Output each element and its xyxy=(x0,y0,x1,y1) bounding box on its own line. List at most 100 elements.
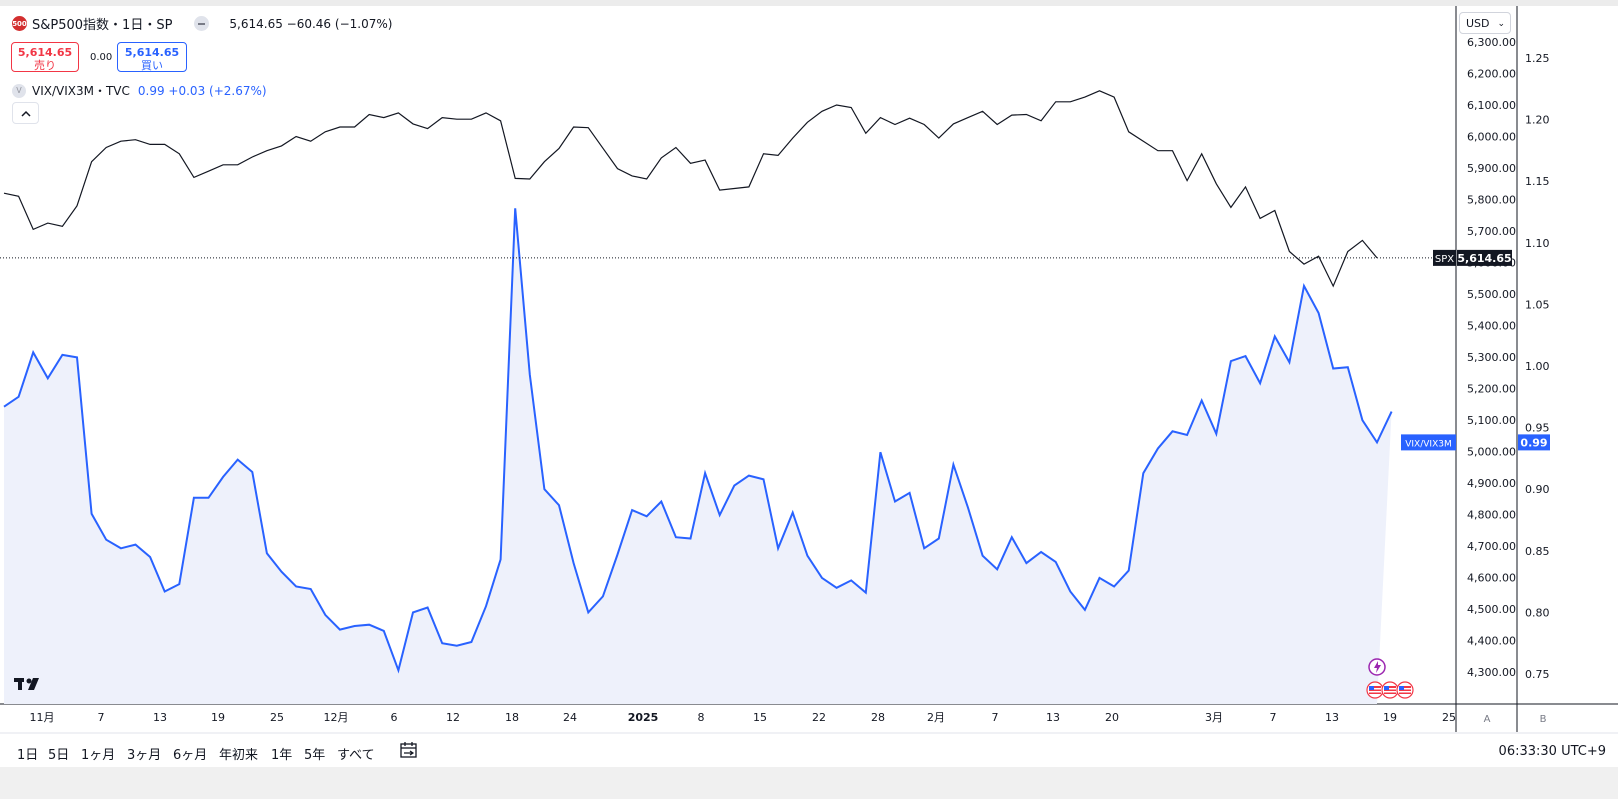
date-range-icon[interactable] xyxy=(399,740,419,760)
range-button[interactable]: 1日 xyxy=(17,748,39,763)
vix-last-value-label: 0.99 xyxy=(1520,436,1547,449)
range-button[interactable]: 1ヶ月 xyxy=(81,748,116,763)
collapse-legend-button[interactable] xyxy=(12,102,39,124)
vix-vix3m-series-line[interactable] xyxy=(3,208,1393,674)
range-button[interactable]: 5日 xyxy=(48,748,70,763)
time-scale-tick-label: 12 xyxy=(446,711,460,724)
left-scale-tick-label: 5,000.00 xyxy=(1467,446,1516,459)
symbol-title[interactable]: S&P500指数・1日・SP xyxy=(32,18,173,33)
buy-label: 買い xyxy=(141,59,163,72)
overlay-legend[interactable]: V VIX/VIX3M・TVC 0.99 +0.03 (+2.67%) xyxy=(12,82,267,99)
buy-button[interactable]: 5,614.65 買い xyxy=(117,42,187,72)
left-scale-tick-label: 5,100.00 xyxy=(1467,414,1516,427)
left-scale-tick-label: 6,200.00 xyxy=(1467,68,1516,81)
left-scale-tick-label: 4,700.00 xyxy=(1467,540,1516,553)
time-scale-tick-label: 19 xyxy=(211,711,225,724)
time-scale-tick-label: 6 xyxy=(391,711,398,724)
time-scale-tick-label: 13 xyxy=(153,711,167,724)
vix-area-fill xyxy=(4,208,1392,705)
buy-price: 5,614.65 xyxy=(124,46,180,59)
spread-value: 0.00 xyxy=(90,52,113,63)
spx-series-tag-bg xyxy=(1433,249,1456,266)
range-button[interactable]: 5年 xyxy=(304,748,326,763)
left-scale-tick-label: 6,100.00 xyxy=(1467,99,1516,112)
time-scale-tick-label: 18 xyxy=(505,711,519,724)
left-scale-tick-label: 5,500.00 xyxy=(1467,288,1516,301)
tradingview-logo xyxy=(14,676,44,696)
time-scale-tick-label: 8 xyxy=(698,711,705,724)
time-scale-tick-label: 15 xyxy=(753,711,767,724)
lightning-glyph xyxy=(1374,661,1381,673)
left-scale-tick-label: 4,500.00 xyxy=(1467,603,1516,616)
right-scale-tick-label: 1.10 xyxy=(1525,237,1550,250)
left-scale-tick-label: 6,300.00 xyxy=(1467,36,1516,49)
right-scale-tick-label: 1.20 xyxy=(1525,114,1550,127)
utc-clock[interactable]: 06:33:30 UTC+9 xyxy=(1498,744,1606,759)
range-button[interactable]: 1年 xyxy=(271,748,293,763)
log-scale-button[interactable]: B xyxy=(1539,714,1547,725)
range-button[interactable]: 6ヶ月 xyxy=(173,748,208,763)
left-scale-tick-label: 5,900.00 xyxy=(1467,162,1516,175)
vix-series-tag: VIX/VIX3M xyxy=(1405,439,1451,449)
spx-series-tag: SPX xyxy=(1435,254,1454,265)
currency-value: USD xyxy=(1466,17,1490,30)
range-button[interactable]: 年初来 xyxy=(219,748,259,763)
right-scale-tick-label: 0.85 xyxy=(1525,545,1550,558)
sell-label: 売り xyxy=(34,59,56,72)
overlay-values: 0.99 +0.03 (+2.67%) xyxy=(137,83,267,98)
overlay-title[interactable]: VIX/VIX3M・TVC xyxy=(32,84,130,98)
tradingview-logo-icon xyxy=(14,678,39,690)
time-scale-tick-label: 7 xyxy=(98,711,105,724)
time-scale-tick-label: 7 xyxy=(1270,711,1277,724)
vix-last-value-bg xyxy=(1518,434,1550,451)
time-scale-tick-label: 2025 xyxy=(628,711,659,724)
time-scale-tick-label: 19 xyxy=(1383,711,1397,724)
currency-select[interactable]: USD ⌄ xyxy=(1459,12,1511,34)
us-flag-icon[interactable] xyxy=(1366,681,1384,699)
left-scale-tick-label: 4,300.00 xyxy=(1467,666,1516,679)
right-scale-tick-label: 0.80 xyxy=(1525,606,1550,619)
right-scale-tick-label: 0.90 xyxy=(1525,483,1550,496)
sell-price: 5,614.65 xyxy=(17,46,73,59)
left-scale-tick-label: 5,400.00 xyxy=(1467,320,1516,333)
right-scale-tick-label: 0.75 xyxy=(1525,668,1550,681)
time-scale-tick-label: 11月 xyxy=(30,711,55,724)
left-scale-tick-label: 4,600.00 xyxy=(1467,572,1516,585)
event-markers[interactable] xyxy=(1366,658,1414,699)
range-button[interactable]: すべて xyxy=(337,748,375,763)
time-scale-tick-label: 13 xyxy=(1325,711,1339,724)
top-border xyxy=(0,0,1618,6)
price-change-quote: 5,614.65 −60.46 (−1.07%) xyxy=(229,16,393,31)
time-scale-tick-label: 20 xyxy=(1105,711,1119,724)
sell-button[interactable]: 5,614.65 売り xyxy=(11,42,79,72)
vix-series-tag-bg xyxy=(1401,434,1456,451)
range-button[interactable]: 3ヶ月 xyxy=(127,748,162,763)
time-scale-tick-label: 28 xyxy=(871,711,885,724)
plot-area xyxy=(0,90,1456,705)
us-flag-icon[interactable] xyxy=(1381,681,1399,699)
market-status-icon[interactable] xyxy=(194,16,210,31)
right-price-scale[interactable]: 1.25 1.20 1.15 1.10 1.05 1.00 0.95 0.90 0.85 0.80… xyxy=(1525,52,1550,681)
chevron-down-icon: ⌄ xyxy=(1497,19,1505,29)
right-scale-tick-label: 0.95 xyxy=(1525,422,1550,435)
spx-last-value-label: 5,614.65 xyxy=(1457,252,1511,265)
left-scale-tick-label: 4,900.00 xyxy=(1467,477,1516,490)
auto-scale-button[interactable]: A xyxy=(1483,714,1491,725)
right-scale-tick-label: 1.15 xyxy=(1525,175,1550,188)
main-legend[interactable]: 500 S&P500指数・1日・SP 5,614.65 −60.46 (−1.0… xyxy=(12,14,392,33)
time-scale-tick-label: 25 xyxy=(1442,711,1456,724)
bottom-border xyxy=(0,767,1618,799)
left-scale-tick-label: 5,700.00 xyxy=(1467,225,1516,238)
time-scale-tick-label: 3月 xyxy=(1205,711,1223,724)
spx-last-value-bg xyxy=(1457,249,1512,266)
right-scale-tick-label: 1.00 xyxy=(1525,360,1550,373)
left-scale-tick-label: 4,800.00 xyxy=(1467,509,1516,522)
spx-series-line[interactable] xyxy=(3,90,1378,288)
left-scale-tick-label: 6,000.00 xyxy=(1467,131,1516,144)
time-scale[interactable]: 11月 7 13 19 25 12月 6 12 18 24 2025 8 15 22 28 2月 7 13 20 3月… xyxy=(30,711,1457,724)
left-scale-tick-label: 5,800.00 xyxy=(1467,194,1516,207)
time-scale-tick-label: 25 xyxy=(270,711,284,724)
us-flag-icon[interactable] xyxy=(1396,681,1414,699)
left-price-scale[interactable]: 6,300.00 6,200.00 6,100.00 6,000.00 5,900.00… xyxy=(1467,36,1516,679)
